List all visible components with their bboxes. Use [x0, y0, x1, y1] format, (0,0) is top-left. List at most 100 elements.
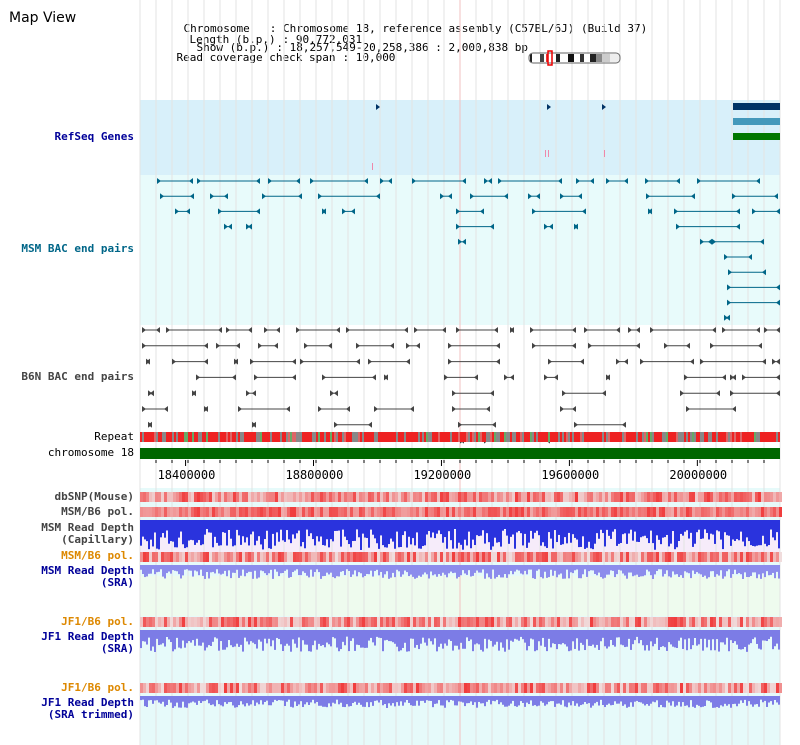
jf1-pol-cell	[770, 617, 773, 627]
msm-pol2-cell	[431, 552, 434, 562]
msm-sra-depth-bar	[230, 565, 232, 579]
repeat-block	[650, 432, 652, 442]
jf1-sra-depth-bar	[344, 630, 346, 646]
label-msm-bac[interactable]: MSM BAC end pairs	[21, 242, 134, 255]
repeat-block	[706, 432, 708, 442]
jf1-pol2-cell	[164, 683, 167, 693]
jf1-sra-depth-bar	[668, 630, 670, 643]
msm-cap-depth-bar	[208, 520, 210, 533]
dbsnp-cell	[239, 492, 242, 502]
jf1-trim-depth-bar	[718, 696, 720, 708]
msm-cap-depth-bar	[754, 520, 756, 547]
label-jf1-depth-sra-1[interactable]: JF1 Read Depth	[41, 630, 134, 643]
jf1-pol2-cell	[488, 683, 491, 693]
msm-pol2-cell	[569, 552, 572, 562]
jf1-sra-depth-bar	[170, 630, 172, 643]
label-jf1-pol-1[interactable]: JF1/B6 pol.	[61, 615, 134, 628]
msm-sra-depth-bar	[314, 565, 316, 573]
jf1-sra-depth-bar	[606, 630, 608, 649]
jf1-trim-depth-bar	[170, 696, 172, 703]
jf1-pol2-cell	[431, 683, 434, 693]
label-msm-depth-cap-1[interactable]: MSM Read Depth	[41, 521, 134, 534]
label-dbsnp[interactable]: dbSNP(Mouse)	[54, 490, 134, 503]
jf1-pol2-cell	[554, 683, 557, 693]
msm-pol-cell	[272, 507, 275, 517]
jf1-pol-cell	[209, 617, 212, 627]
msm-pol-cell	[770, 507, 773, 517]
jf1-trim-depth-bar	[432, 696, 434, 708]
b6n-bac-end	[602, 390, 606, 397]
label-b6n-bac[interactable]: B6N BAC end pairs	[21, 370, 134, 383]
jf1-pol2-cell	[764, 683, 767, 693]
jf1-sra-depth-bar	[666, 630, 668, 651]
msm-cap-depth-bar	[244, 520, 246, 543]
dbsnp-cell	[500, 492, 503, 502]
label-msm-pol-1[interactable]: MSM/B6 pol.	[61, 505, 134, 518]
msm-cap-depth-bar	[584, 520, 586, 549]
msm-sra-depth-bar	[212, 565, 214, 572]
jf1-sra-depth-bar	[292, 630, 294, 640]
jf1-pol2-cell	[320, 683, 323, 693]
repeat-block	[226, 432, 228, 442]
repeat-block	[350, 432, 352, 442]
jf1-sra-depth-bar	[624, 630, 626, 648]
jf1-trim-depth-bar	[414, 696, 416, 706]
label-msm-depth-sra-1[interactable]: MSM Read Depth	[41, 564, 134, 577]
msm-pol-cell	[548, 507, 551, 517]
label-refseq-genes[interactable]: RefSeq Genes	[54, 130, 134, 143]
repeat-block	[182, 432, 184, 442]
label-jf1-depth-trim-2[interactable]: (SRA trimmed)	[47, 708, 134, 721]
msm-cap-depth-bar	[524, 520, 526, 534]
msm-cap-depth-bar	[300, 520, 302, 547]
msm-pol-cell	[212, 507, 215, 517]
jf1-trim-depth-bar	[190, 696, 192, 703]
refseq-exon-mark	[545, 150, 546, 157]
jf1-pol2-cell	[170, 683, 173, 693]
msm-bac-end	[558, 178, 562, 184]
label-jf1-depth-trim-1[interactable]: JF1 Read Depth	[41, 696, 134, 709]
dbsnp-cell	[623, 492, 626, 502]
jf1-trim-depth-bar	[140, 696, 142, 701]
dbsnp-cell	[620, 492, 623, 502]
msm-pol2-cell	[656, 552, 659, 562]
jf1-sra-depth-bar	[418, 630, 420, 650]
label-msm-depth-sra-2[interactable]: (SRA)	[100, 576, 134, 589]
msm-pol2-cell	[539, 552, 542, 562]
jf1-pol-cell	[776, 617, 779, 627]
jf1-trim-depth-bar	[682, 696, 684, 703]
jf1-trim-depth-bar	[754, 696, 756, 705]
label-msm-pol-2[interactable]: MSM/B6 pol.	[61, 549, 134, 562]
jf1-sra-depth-bar	[612, 630, 614, 646]
label-jf1-depth-sra-2[interactable]: (SRA)	[100, 642, 134, 655]
msm-pol-cell	[656, 507, 659, 517]
msm-pol2-cell	[176, 552, 179, 562]
jf1-pol-cell	[626, 617, 629, 627]
jf1-pol2-cell	[482, 683, 485, 693]
msm-pol2-cell	[716, 552, 719, 562]
jf1-trim-depth-bar	[220, 696, 222, 706]
msm-bac-end	[728, 269, 732, 276]
jf1-trim-depth-bar	[274, 696, 276, 700]
msm-cap-depth-bar	[306, 520, 308, 530]
show-key: Show (b.p.)	[196, 41, 270, 54]
b6n-bac-end	[690, 358, 694, 365]
msm-pol2-cell	[590, 552, 593, 562]
msm-sra-depth-bar	[344, 565, 346, 576]
label-msm-depth-cap-2[interactable]: (Capillary)	[61, 533, 134, 546]
jf1-trim-depth-bar	[522, 696, 524, 703]
repeat-block	[270, 432, 272, 442]
repeat-block	[164, 432, 166, 442]
jf1-trim-depth-bar	[492, 696, 494, 701]
jf1-pol2-cell	[437, 683, 440, 693]
jf1-sra-depth-bar	[704, 630, 706, 639]
msm-pol-cell	[308, 507, 311, 517]
b6n-bac-end	[336, 327, 340, 333]
msm-sra-depth-bar	[242, 565, 244, 570]
dbsnp-cell	[617, 492, 620, 502]
msm-pol-cell	[611, 507, 614, 517]
msm-sra-depth-bar	[292, 565, 294, 573]
jf1-trim-depth-bar	[602, 696, 604, 705]
label-jf1-pol-2[interactable]: JF1/B6 pol.	[61, 681, 134, 694]
msm-sra-depth-bar	[778, 565, 780, 579]
msm-cap-depth-bar	[178, 520, 180, 538]
